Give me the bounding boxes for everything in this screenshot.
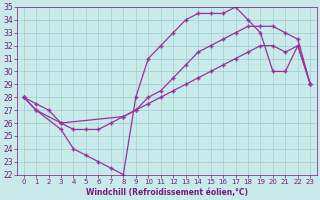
X-axis label: Windchill (Refroidissement éolien,°C): Windchill (Refroidissement éolien,°C) <box>86 188 248 197</box>
